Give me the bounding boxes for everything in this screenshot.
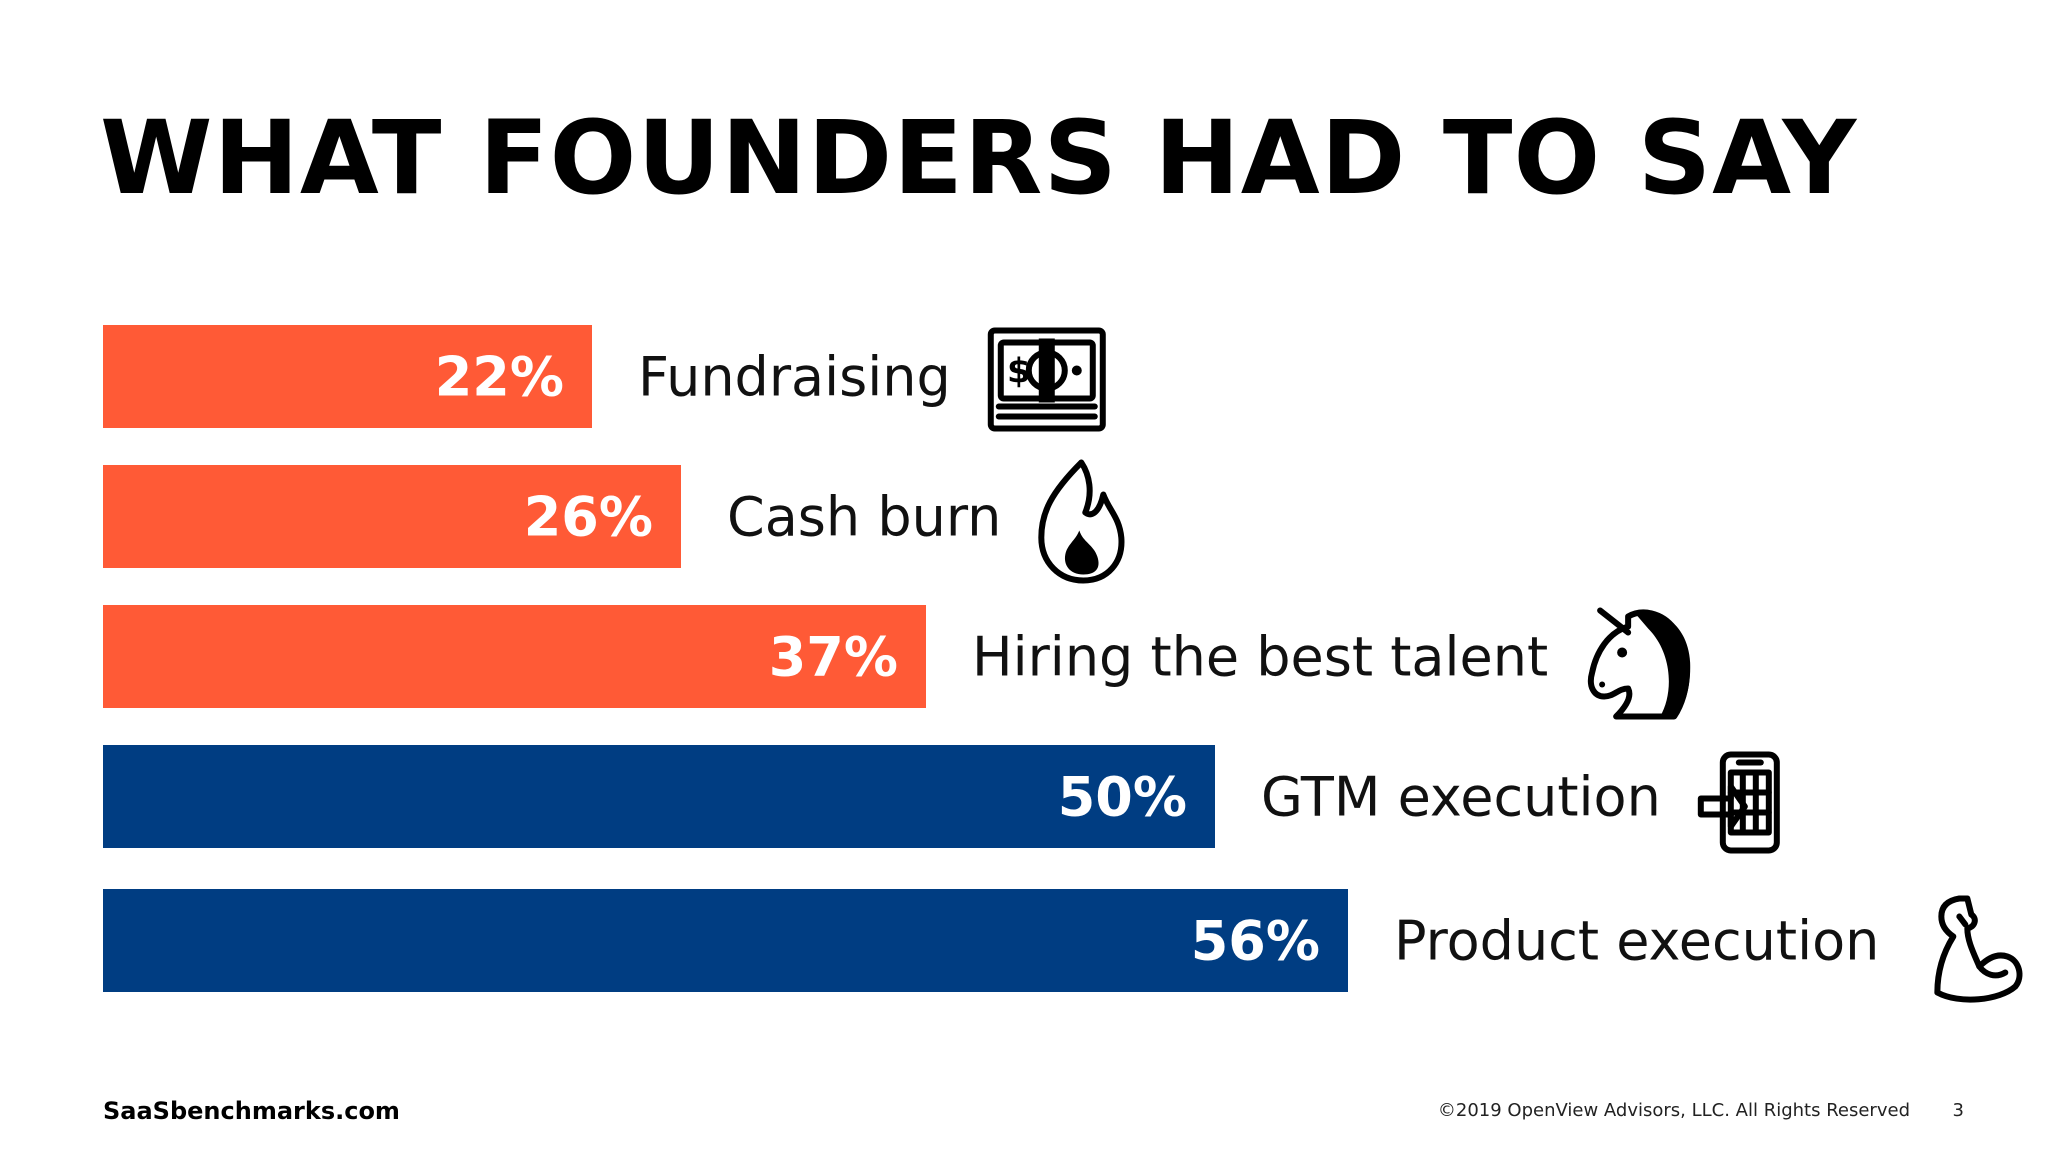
bar-value-label: 37%	[769, 626, 898, 689]
category-label-hiring-the-best-talent: Hiring the best talent	[972, 626, 1548, 689]
page-number: 3	[1952, 1100, 1964, 1121]
bar-value-label: 26%	[524, 486, 653, 549]
bar-value-label: 22%	[435, 346, 564, 409]
bar-fundraising	[103, 325, 592, 428]
category-label-cash-burn: Cash burn	[727, 486, 1001, 549]
money-icon: $	[987, 327, 1106, 432]
category-label-gtm-execution: GTM execution	[1261, 766, 1661, 829]
mobile-phone-icon	[1697, 751, 1780, 854]
bar-hiring-the-best-talent	[103, 605, 926, 708]
bar-value-label: 50%	[1058, 766, 1187, 829]
footer-website: SaaSbenchmarks.com	[103, 1097, 400, 1125]
unicorn-icon	[1587, 607, 1691, 720]
bar-value-label: 56%	[1191, 910, 1320, 973]
category-label-fundraising: Fundraising	[638, 346, 951, 409]
fire-icon	[1038, 459, 1125, 584]
svg-text:$: $	[1007, 352, 1031, 392]
category-label-product-execution: Product execution	[1394, 910, 1879, 973]
page-title: WHAT FOUNDERS HAD TO SAY	[100, 99, 1858, 218]
bar-product-execution	[103, 889, 1348, 992]
bar-gtm-execution	[103, 745, 1215, 848]
footer-copyright: ©2019 OpenView Advisors, LLC. All Rights…	[1437, 1100, 1910, 1121]
bar-cash-burn	[103, 465, 681, 568]
flexed-biceps-icon	[1934, 895, 2023, 1003]
